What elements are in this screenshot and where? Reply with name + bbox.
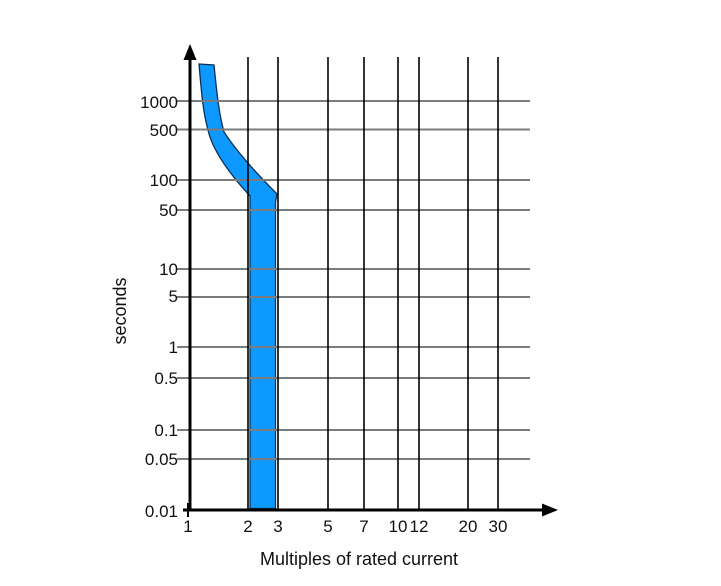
y-tick-label-10: 10	[159, 260, 178, 279]
y-tick-label-0-05: 0.05	[144, 450, 178, 469]
x-axis-arrow-icon	[542, 503, 558, 517]
x-tick-label-1: 1	[183, 517, 193, 536]
trip-band-area	[198, 63, 278, 510]
y-tick-label-50: 50	[159, 201, 178, 220]
x-axis-title: Multiples of rated current	[259, 549, 459, 569]
y-tick-label-0-01: 0.01	[144, 502, 178, 521]
axes	[183, 56, 546, 517]
x-tick-label-10: 10	[388, 517, 408, 536]
x-tick-label-7: 7	[359, 517, 369, 536]
y-axis-title: seconds	[110, 277, 130, 345]
y-tick-label-5: 5	[168, 287, 178, 306]
y-axis-arrow-icon	[183, 44, 197, 60]
x-tick-label-5: 5	[323, 517, 333, 536]
y-tick-label-0-1: 0.1	[154, 421, 178, 440]
x-tick-label-20: 20	[458, 517, 478, 536]
y-tick-label-500: 500	[149, 121, 178, 140]
y-tick-label-1000: 1000	[140, 93, 178, 112]
x-tick-label-2: 2	[243, 517, 253, 536]
y-tick-label-0-5: 0.5	[154, 369, 178, 388]
x-tick-label-30: 30	[488, 517, 508, 536]
horizontal-gridlines	[177, 100, 530, 460]
vertical-gridlines	[247, 57, 499, 510]
x-tick-label-3: 3	[273, 517, 283, 536]
y-tick-label-100: 100	[149, 171, 178, 190]
x-tick-label-12: 12	[409, 517, 429, 536]
y-tick-label-1: 1	[168, 338, 178, 357]
